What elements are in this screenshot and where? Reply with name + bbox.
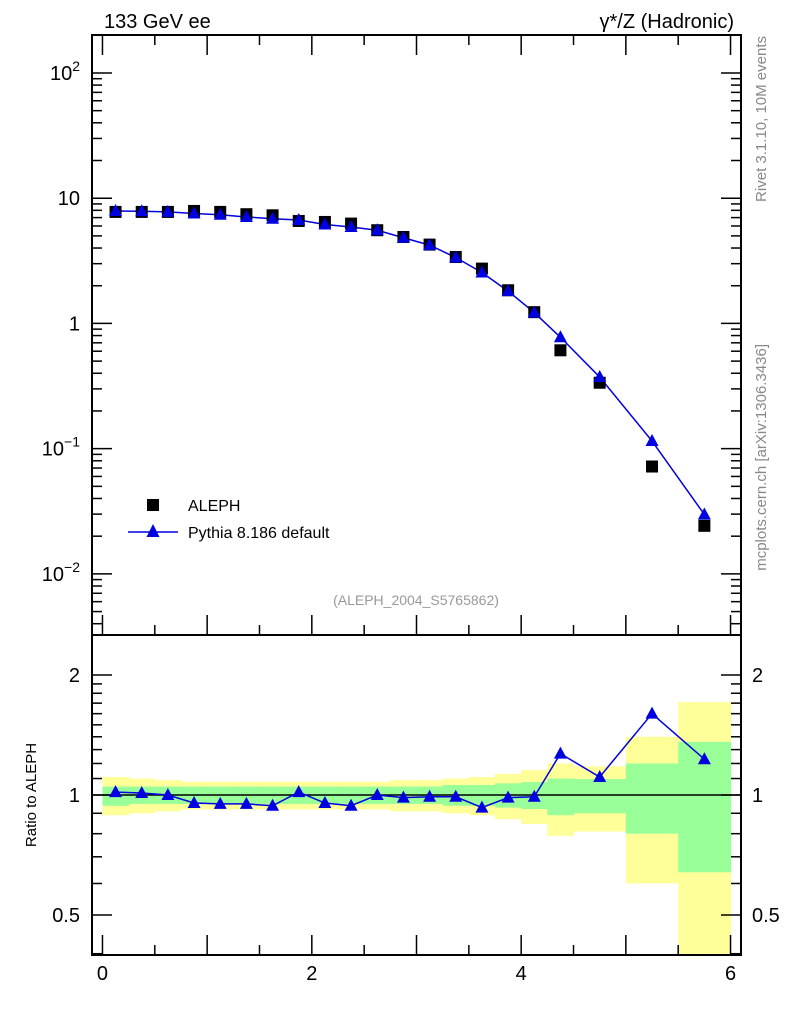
- x-tick-label: 4: [516, 963, 527, 985]
- rivet-label: Rivet 3.1.10, 10M events: [753, 36, 770, 202]
- legend-aleph-label: ALEPH: [188, 498, 240, 515]
- pythia-point: [593, 370, 607, 383]
- title-left: 133 GeV ee: [104, 11, 211, 33]
- pythia-point: [475, 265, 489, 278]
- ratio-pythia-point: [266, 798, 280, 811]
- main-y-tick-label: 1: [69, 313, 80, 335]
- stat-uncertainty-band: [547, 778, 575, 816]
- ratio-y-axis-label: Ratio to ALEPH: [23, 743, 40, 847]
- pythia-point: [370, 223, 384, 236]
- ratio-pythia-point: [213, 796, 227, 809]
- ratio-pythia-point: [423, 789, 437, 802]
- ratio-pythia-point: [292, 785, 306, 798]
- pythia-point: [187, 206, 201, 219]
- pythia-point: [449, 250, 463, 263]
- pythia-point: [396, 230, 410, 243]
- ratio-pythia-point: [475, 800, 489, 813]
- ratio-pythia-point: [553, 746, 567, 759]
- ratio-pythia-point: [161, 788, 175, 801]
- tick-base: 10: [42, 564, 64, 586]
- main-y-tick-label: 10: [58, 188, 80, 210]
- legend-pythia-label: Pythia 8.186 default: [188, 525, 330, 542]
- pythia-point: [501, 284, 515, 297]
- tick-base: 10: [58, 188, 80, 210]
- main-y-tick-label: 102: [50, 58, 80, 85]
- ratio-pythia-point: [449, 789, 463, 802]
- pythia-point: [292, 213, 306, 226]
- pythia-point: [318, 217, 332, 230]
- aleph-point: [698, 519, 711, 532]
- tick-exponent: −2: [64, 559, 80, 575]
- ratio-pythia-point: [318, 796, 332, 809]
- tick-base: 1: [69, 313, 80, 335]
- aleph-point: [646, 460, 659, 473]
- ratio-pythia-point: [645, 706, 659, 719]
- ratio-y-tick-label-right: 0.5: [752, 905, 780, 927]
- pythia-point: [344, 219, 358, 232]
- pythia-point: [527, 305, 541, 318]
- pythia-point: [423, 238, 437, 251]
- ratio-y-tick-label: 2: [69, 665, 80, 687]
- ratio-pythia-point: [593, 769, 607, 782]
- ratio-pythia-point: [697, 752, 711, 765]
- pythia-point: [697, 507, 711, 520]
- ratio-plot-frame: [91, 634, 742, 956]
- ratio-y-tick-label-right: 1: [752, 785, 763, 807]
- pythia-line: [115, 210, 705, 515]
- pythia-point: [239, 209, 253, 222]
- data-marks: [109, 204, 711, 813]
- ratio-pythia-point: [527, 789, 541, 802]
- ratio-uncertainty-bands: [92, 702, 741, 955]
- ratio-pythia-point: [109, 785, 123, 798]
- stat-uncertainty-band: [573, 779, 627, 814]
- tick-base: 10: [50, 63, 72, 85]
- ratio-pythia-point: [370, 788, 384, 801]
- ratio-pythia-point: [239, 796, 253, 809]
- ratio-pythia-point: [135, 785, 149, 798]
- pythia-point: [553, 330, 567, 343]
- legend-pythia-marker: [146, 524, 160, 537]
- tick-base: 10: [42, 439, 64, 461]
- pythia-point: [266, 211, 280, 224]
- ratio-pythia-point: [187, 796, 201, 809]
- legend-aleph-marker: [147, 499, 159, 511]
- mcplots-label: mcplots.cern.ch [arXiv:1306.3436]: [753, 344, 770, 571]
- pythia-point: [161, 204, 175, 217]
- main-y-tick-label: 10−2: [42, 559, 80, 586]
- title-right: γ*/Z (Hadronic): [600, 11, 734, 33]
- ratio-pythia-point: [344, 798, 358, 811]
- pythia-point: [109, 204, 123, 217]
- legend: ALEPH Pythia 8.186 default: [128, 498, 330, 542]
- pythia-point: [213, 207, 227, 220]
- analysis-id: (ALEPH_2004_S5765862): [333, 592, 499, 608]
- x-tick-label: 6: [725, 963, 736, 985]
- ratio-y-tick-label: 0.5: [52, 905, 80, 927]
- tick-exponent: 2: [72, 58, 80, 74]
- ratio-pythia-point: [501, 790, 515, 803]
- main-y-tick-label: 10−1: [42, 434, 80, 461]
- pythia-point: [135, 204, 149, 217]
- ratio-pythia-point: [396, 790, 410, 803]
- stat-uncertainty-band: [625, 763, 679, 834]
- x-tick-label: 2: [306, 963, 317, 985]
- ratio-y-tick-label-right: 2: [752, 665, 763, 687]
- axis-ticks: [92, 34, 741, 955]
- tick-exponent: −1: [64, 434, 80, 450]
- x-tick-label: 0: [97, 963, 108, 985]
- aleph-point: [554, 344, 567, 357]
- pythia-point: [645, 434, 659, 447]
- main-plot-frame: [91, 34, 742, 636]
- ratio-y-tick-label: 1: [69, 785, 80, 807]
